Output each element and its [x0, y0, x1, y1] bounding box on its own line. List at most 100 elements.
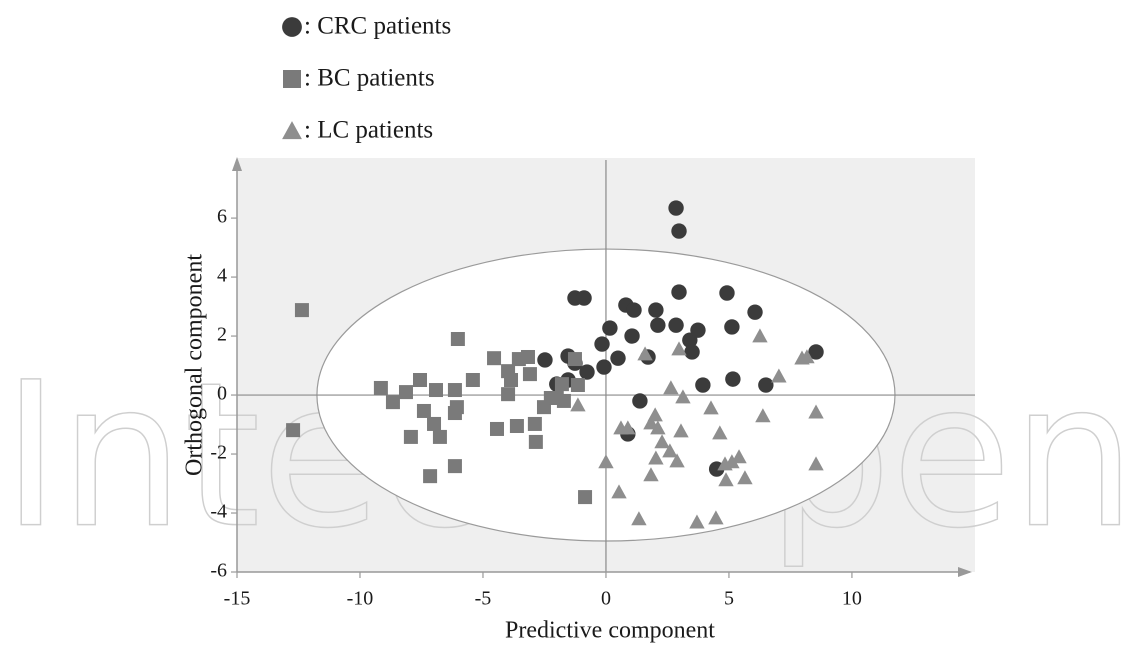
y-axis-arrow: [232, 157, 242, 171]
data-point: [671, 341, 687, 356]
y-tick-label: 4: [217, 265, 227, 287]
data-point: [808, 456, 824, 471]
data-point: [662, 443, 678, 458]
data-point: [594, 336, 610, 352]
data-point: [509, 419, 524, 434]
data-point: [413, 373, 428, 388]
legend-label: : BC patients: [304, 65, 435, 92]
y-tick-label: 6: [217, 206, 227, 228]
data-point: [447, 459, 462, 474]
data-point: [650, 317, 666, 333]
data-point: [637, 346, 653, 361]
data-point: [650, 420, 666, 435]
data-point: [423, 469, 438, 484]
data-point: [527, 416, 542, 431]
data-point: [447, 383, 462, 398]
legend-marker: [282, 17, 302, 37]
data-point: [684, 344, 700, 360]
data-point: [758, 377, 774, 393]
data-point: [427, 416, 442, 431]
data-point: [799, 349, 815, 364]
data-point: [528, 434, 543, 449]
data-point: [522, 367, 537, 382]
data-point: [752, 328, 768, 343]
data-point: [724, 319, 740, 335]
data-point: [755, 408, 771, 423]
data-point: [737, 470, 753, 485]
data-point: [570, 397, 586, 412]
data-point: [465, 373, 480, 388]
data-point: [712, 425, 728, 440]
data-point: [689, 514, 705, 529]
data-point: [416, 403, 431, 418]
data-point: [731, 449, 747, 464]
x-tick-label: -10: [347, 588, 374, 610]
data-point: [708, 510, 724, 525]
data-point: [648, 302, 664, 318]
data-point: [695, 377, 711, 393]
data-point: [771, 368, 787, 383]
data-point: [570, 378, 585, 393]
legend-marker: [282, 121, 302, 140]
data-point: [576, 290, 592, 306]
data-point: [428, 383, 443, 398]
data-point: [620, 420, 636, 435]
data-point: [725, 371, 741, 387]
data-point: [808, 404, 824, 419]
data-point: [690, 322, 706, 338]
x-tick-label: -5: [475, 588, 492, 610]
data-point: [747, 304, 763, 320]
data-point: [579, 364, 595, 380]
data-point: [631, 511, 647, 526]
data-point: [703, 400, 719, 415]
data-point: [602, 320, 618, 336]
data-point: [648, 450, 664, 465]
plot-layer: [237, 160, 975, 572]
x-tick-label: 5: [724, 588, 734, 610]
data-point: [447, 406, 462, 421]
data-point: [611, 484, 627, 499]
data-point: [673, 423, 689, 438]
data-point: [578, 490, 593, 505]
data-point: [626, 302, 642, 318]
data-point: [675, 389, 691, 404]
y-axis-label: Orthogonal component: [182, 254, 208, 476]
data-point: [286, 423, 301, 438]
x-axis-arrow: [958, 567, 972, 577]
data-point: [432, 429, 447, 444]
data-point: [294, 303, 309, 318]
data-point: [654, 434, 670, 449]
y-tick-label: 2: [217, 324, 227, 346]
data-point: [554, 377, 569, 392]
data-point: [668, 200, 684, 216]
data-point: [718, 472, 734, 487]
data-point: [671, 223, 687, 239]
data-point: [373, 380, 388, 395]
data-point: [520, 349, 535, 364]
data-point: [487, 351, 502, 366]
data-point: [668, 317, 684, 333]
data-point: [556, 393, 571, 408]
data-point: [717, 456, 733, 471]
data-point: [719, 285, 735, 301]
data-point: [663, 380, 679, 395]
data-point: [504, 373, 519, 388]
data-point: [632, 393, 648, 409]
y-tick-label: -6: [210, 560, 227, 582]
legend-label: : CRC patients: [304, 13, 451, 40]
data-point: [501, 387, 516, 402]
data-point: [643, 467, 659, 482]
legend-label: : LC patients: [304, 117, 433, 144]
data-point: [398, 385, 413, 400]
data-point: [647, 407, 663, 422]
data-point: [385, 395, 400, 410]
y-tick-label: -4: [210, 501, 227, 523]
y-tick-label: -2: [210, 442, 227, 464]
data-point: [643, 415, 659, 430]
x-tick-label: -15: [224, 588, 251, 610]
data-point: [403, 429, 418, 444]
x-tick-label: 0: [601, 588, 611, 610]
data-point: [567, 352, 582, 367]
x-tick-label: 10: [842, 588, 862, 610]
